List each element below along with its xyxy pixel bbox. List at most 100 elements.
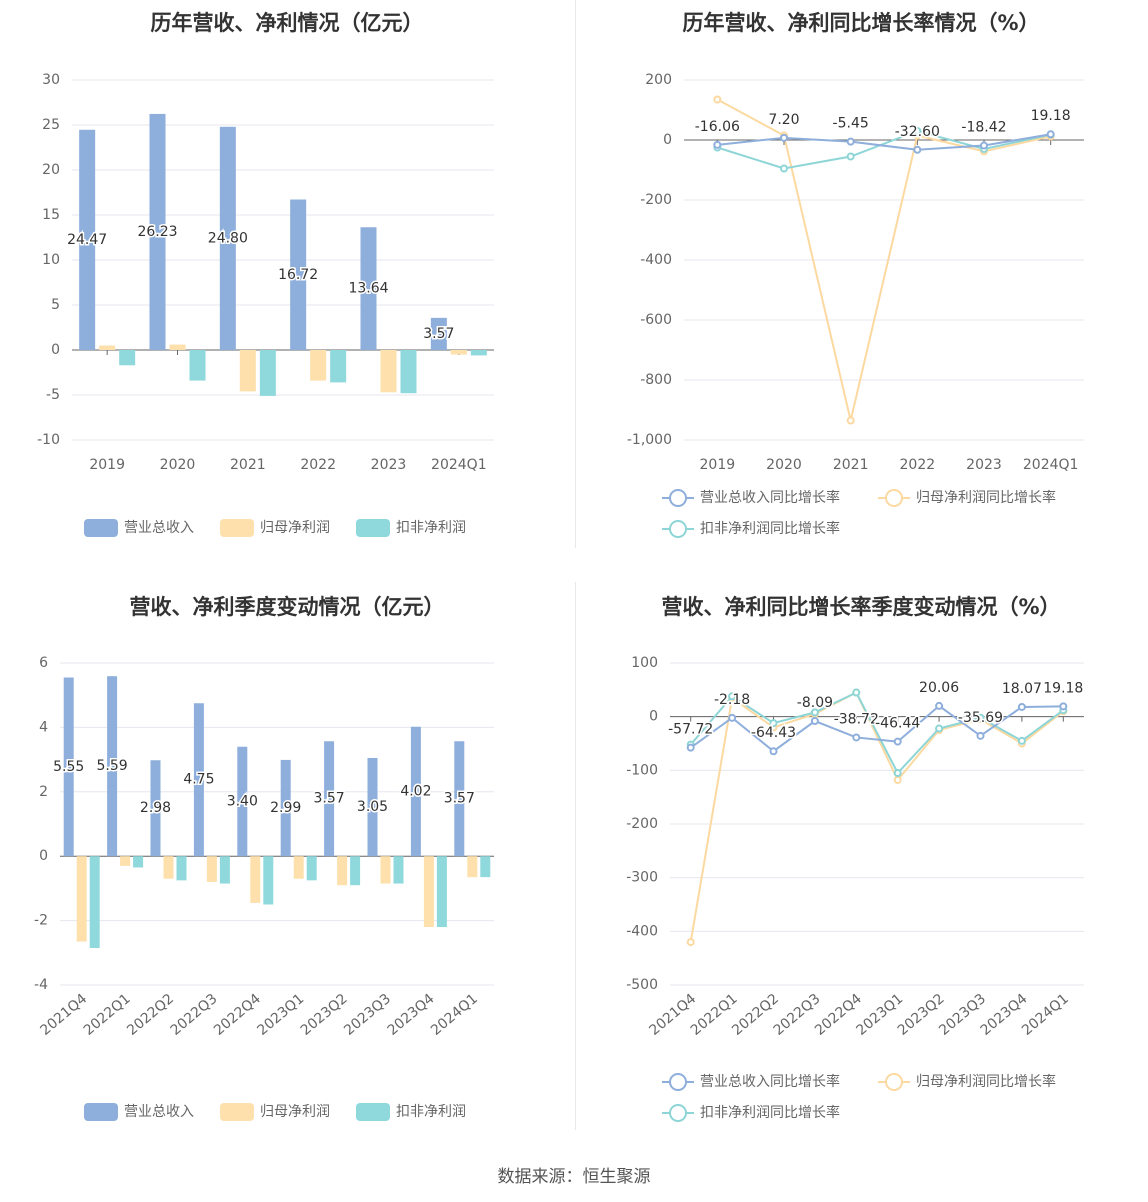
bar — [310, 350, 327, 381]
bar — [467, 856, 478, 878]
quarterly-growth-chart: 营收、净利同比增长率季度变动情况（%） -500 -400 -300 -200 -100 0… — [574, 582, 1148, 1162]
y-tick-label: -500 — [626, 977, 658, 993]
legend-label: 营业总收入同比增长率 — [700, 489, 840, 506]
data-label: -18.42 — [961, 120, 1006, 136]
legend-swatch-marker — [885, 489, 903, 507]
y-tick-label: 4 — [39, 719, 48, 735]
data-label: -38.72 — [834, 711, 879, 727]
chart-title: 历年营收、净利同比增长率情况（%） — [682, 11, 1039, 35]
legend-swatch — [220, 519, 254, 537]
legend-label: 扣非净利润 — [396, 520, 466, 536]
data-label: -32.60 — [895, 124, 940, 140]
legend-label: 归母净利润 — [260, 519, 330, 536]
bar — [380, 350, 397, 393]
x-tick-label: 2023 — [966, 457, 1002, 473]
data-point — [913, 127, 922, 135]
y-tick-label: 25 — [42, 117, 60, 133]
data-point — [686, 938, 695, 947]
data-point — [780, 133, 788, 142]
data-point — [713, 95, 722, 104]
x-tick-label: 2022Q1 — [81, 991, 134, 1039]
data-label: 20.06 — [919, 680, 959, 696]
y-tick-label: -1,000 — [627, 432, 672, 448]
data-point — [1046, 130, 1055, 139]
legend-item: 扣非净利润 — [356, 1103, 466, 1121]
annual-growth-svg: 历年营收、净利同比增长率情况（%） -1,000 -800 -600 -400 -200 0… — [627, 11, 1084, 538]
quarterly-amounts-svg: 营收、净利季度变动情况（亿元）-4-202462021Q42022Q12022Q… — [34, 595, 494, 1121]
bar — [350, 856, 361, 886]
chart-title: 历年营收、净利情况（亿元） — [151, 11, 424, 35]
bar — [454, 741, 465, 857]
data-label: 2.98 — [140, 800, 171, 816]
data-label: 5.59 — [97, 758, 128, 774]
bar — [470, 350, 487, 356]
bar — [63, 677, 74, 857]
bar — [324, 741, 335, 857]
series-line — [689, 691, 1064, 943]
bar — [163, 856, 174, 879]
data-point — [1059, 702, 1068, 711]
x-tick-label: 2022 — [300, 457, 336, 473]
data-point — [852, 733, 861, 742]
legend-item: 扣非净利润 — [356, 519, 466, 537]
bar — [263, 856, 274, 905]
data-label: 18.07 — [1002, 681, 1042, 697]
x-tick-label: 2020 — [766, 457, 802, 473]
data-point — [846, 416, 855, 425]
data-label: -46.44 — [875, 716, 920, 732]
y-tick-label: 6 — [39, 655, 48, 671]
legend-item: 扣非净利润同比增长率 — [662, 1104, 840, 1122]
x-tick-label: 2019 — [89, 457, 125, 473]
legend-item: 营业总收入同比增长率 — [662, 489, 840, 507]
x-tick-label: 2023 — [371, 457, 407, 473]
x-tick-label: 2023Q4 — [385, 991, 438, 1039]
data-label: 3.05 — [357, 799, 388, 815]
bar — [79, 129, 96, 350]
legend-item: 营业总收入 — [84, 1103, 194, 1121]
series-line — [689, 691, 1064, 775]
bar — [189, 350, 206, 381]
y-tick-label: -2 — [34, 913, 48, 929]
data-label: 4.75 — [183, 772, 214, 788]
legend-item: 归母净利润同比增长率 — [878, 489, 1056, 507]
bar — [76, 856, 87, 942]
x-tick-label: 2021 — [230, 457, 266, 473]
x-tick-label: 2023Q1 — [254, 991, 307, 1039]
legend-label: 归母净利润同比增长率 — [916, 1073, 1056, 1090]
data-label: 3.57 — [423, 326, 454, 342]
legend-swatch — [356, 519, 390, 537]
bar — [293, 856, 304, 879]
x-tick-label: 2019 — [700, 457, 736, 473]
data-label: -57.72 — [668, 722, 713, 738]
y-tick-label: -300 — [626, 870, 658, 886]
legend-label: 扣非净利润同比增长率 — [700, 1104, 840, 1121]
bar — [150, 760, 161, 857]
bar — [169, 344, 186, 350]
legend-swatch-marker — [669, 1104, 687, 1122]
x-tick-label: 2022Q4 — [211, 991, 264, 1039]
bar — [360, 227, 377, 350]
data-label: -64.43 — [751, 725, 796, 741]
x-tick-label: 2022Q3 — [168, 991, 221, 1039]
bar — [89, 856, 100, 948]
bar — [450, 350, 467, 355]
data-label: 3.57 — [444, 791, 475, 807]
legend-swatch — [84, 1103, 118, 1121]
bar — [410, 726, 421, 857]
data-label: 7.20 — [768, 112, 799, 128]
x-tick-label: 2024Q1 — [431, 457, 487, 473]
data-point — [846, 137, 855, 146]
legend-item: 营业总收入同比增长率 — [662, 1073, 840, 1091]
legend-item: 归母净利润 — [220, 519, 330, 537]
data-point — [846, 152, 855, 161]
legend-label: 营业总收入 — [124, 520, 194, 536]
legend-swatch — [84, 519, 118, 537]
y-tick-label: 20 — [42, 162, 60, 178]
data-point — [1017, 736, 1026, 745]
annual-growth-chart: 历年营收、净利同比增长率情况（%） -1,000 -800 -600 -400 -200 0… — [574, 0, 1148, 580]
series-line — [690, 704, 1064, 753]
quarterly-amounts-chart: 营收、净利季度变动情况（亿元） -4 -2 0 2 4 6 2021Q4 2022Q1 2022Q… — [0, 582, 574, 1162]
y-tick-label: -200 — [640, 192, 672, 208]
annual-amounts-svg: 历年营收、净利情况（亿元） -10 -5 0 5 10 15 20 25 30 2019 2020 20… — [37, 11, 494, 537]
data-point — [893, 737, 902, 746]
